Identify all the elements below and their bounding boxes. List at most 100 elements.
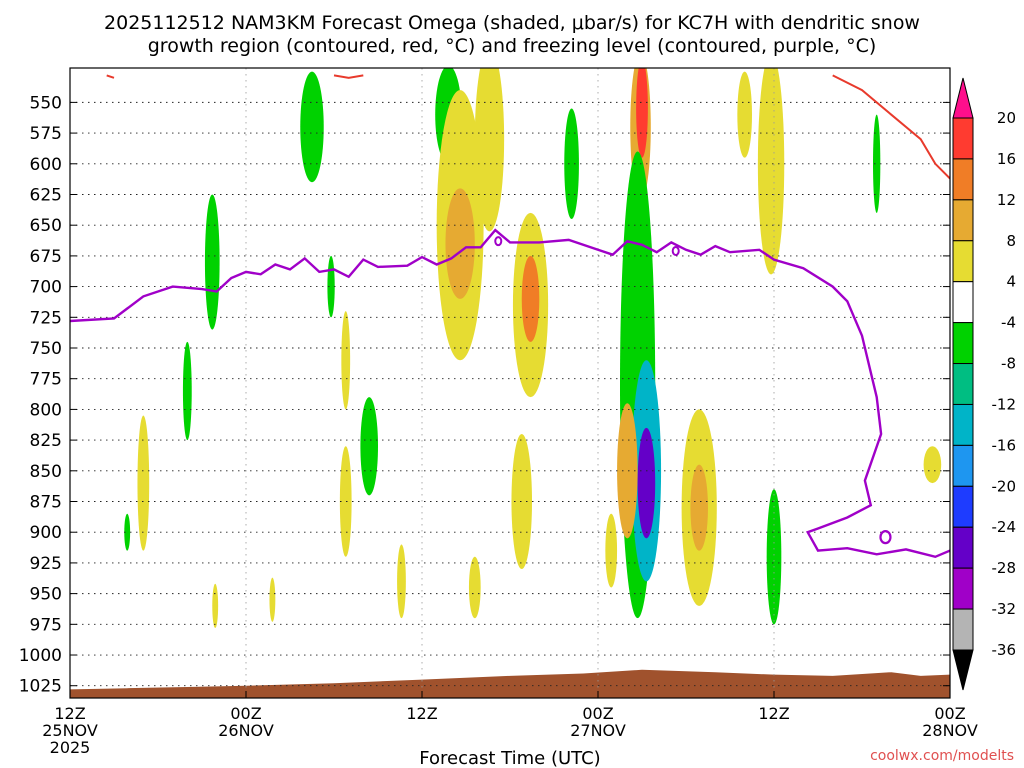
colorbar-label: -36 <box>992 641 1017 659</box>
colorbar-label: -20 <box>992 477 1017 495</box>
y-tick-label: 825 <box>30 431 62 451</box>
colorbar-box <box>952 281 974 324</box>
omega-region <box>923 446 942 484</box>
colorbar-box <box>952 485 974 528</box>
x-tick-date-label: 27NOV <box>570 721 626 740</box>
omega-region <box>269 577 276 622</box>
omega-region <box>212 583 219 628</box>
y-tick-label: 625 <box>30 185 62 205</box>
x-tick-time-label: 00Z <box>230 704 261 723</box>
omega-region <box>474 68 505 232</box>
y-tick-label: 1000 <box>19 646 62 666</box>
freezing-level-contour <box>671 245 680 256</box>
x-tick-time-label: 12Z <box>758 704 789 723</box>
y-tick-label: 750 <box>30 339 62 359</box>
x-tick-time-label: 00Z <box>582 704 613 723</box>
omega-region <box>766 489 782 625</box>
colorbar-label: 4 <box>1006 273 1016 291</box>
credit-text: coolwx.com/modelts <box>870 748 1014 764</box>
omega-region <box>360 397 379 496</box>
colorbar-label: -16 <box>992 436 1017 454</box>
colorbar-label: 12 <box>997 191 1016 209</box>
colorbar-label: -4 <box>1001 314 1016 332</box>
omega-region <box>468 556 481 619</box>
y-tick-label: 925 <box>30 554 62 574</box>
y-tick-label: 650 <box>30 216 62 236</box>
y-tick-label: 775 <box>30 370 62 390</box>
y-tick-label: 700 <box>30 278 62 298</box>
colorbar: 20 16 12 8 4 -4 -8 -12 -16 -20 -24 -28 -32 -36 <box>952 77 1017 691</box>
x-tick-time-label: 00Z <box>934 704 965 723</box>
omega-region <box>182 341 192 441</box>
x-tick-date-label: 26NOV <box>218 721 274 740</box>
omega-region <box>737 71 753 158</box>
colorbar-label: 20 <box>997 109 1016 127</box>
omega-region <box>137 415 150 551</box>
omega-region <box>204 194 220 330</box>
shading-layer <box>70 68 950 698</box>
colorbar-label: -8 <box>1001 355 1016 373</box>
colorbar-label: -28 <box>992 559 1017 577</box>
grid-layer <box>69 68 951 698</box>
colorbar-box <box>952 240 974 283</box>
colorbar-label: -12 <box>992 395 1017 413</box>
y-tick-label: 550 <box>30 93 62 113</box>
x-axis-label: Forecast Time (UTC) <box>419 748 600 768</box>
x-tick-date-label: 28NOV <box>922 721 978 740</box>
colorbar-label: 8 <box>1006 232 1016 250</box>
x-tick-time-label: 12Z <box>54 704 85 723</box>
y-tick-label: 900 <box>30 523 62 543</box>
omega-region <box>564 108 579 220</box>
colorbar-box <box>952 117 974 160</box>
colorbar-box <box>952 403 974 446</box>
colorbar-box <box>952 608 974 651</box>
chart-title-line1: 2025112512 NAM3KM Forecast Omega (shaded… <box>104 12 920 34</box>
colorbar-box <box>952 199 974 242</box>
omega-region <box>124 513 131 551</box>
omega-region <box>690 464 708 551</box>
omega-region <box>757 68 785 275</box>
omega-region <box>873 114 881 213</box>
colorbar-box <box>952 567 974 610</box>
dgz-contour <box>333 74 364 79</box>
omega-region <box>605 513 618 588</box>
omega-region <box>339 446 352 557</box>
colorbar-label: 16 <box>997 150 1016 168</box>
colorbar-bottom-arrow <box>952 649 974 691</box>
y-tick-label: 950 <box>30 585 62 605</box>
x-tick-year-label: 2025 <box>50 738 91 757</box>
colorbar-box <box>952 158 974 201</box>
y-tick-label: 1025 <box>19 677 62 697</box>
omega-region <box>341 311 351 410</box>
y-tick-label: 575 <box>30 124 62 144</box>
y-tick-label: 600 <box>30 155 62 175</box>
y-axis: 550 575 600 625 650 675 700 725 750 775 800 825 850 8… <box>19 93 950 697</box>
colorbar-label: -32 <box>992 600 1017 618</box>
freezing-level-contour <box>879 530 892 545</box>
dgz-contour <box>832 74 950 180</box>
y-tick-label: 850 <box>30 462 62 482</box>
x-tick-date-label: 25NOV <box>42 721 98 740</box>
colorbar-top-arrow <box>952 77 974 119</box>
contour-layer <box>70 74 950 559</box>
freezing-level-contour <box>70 228 950 559</box>
omega-region <box>617 403 638 539</box>
omega-region <box>511 433 532 570</box>
freezing-level-contour <box>494 236 503 247</box>
omega-region <box>637 427 656 539</box>
omega-region <box>636 68 648 158</box>
colorbar-box <box>952 444 974 487</box>
colorbar-box <box>952 322 974 365</box>
y-tick-label: 725 <box>30 308 62 328</box>
y-tick-label: 800 <box>30 400 62 420</box>
colorbar-box <box>952 526 974 569</box>
y-tick-label: 675 <box>30 247 62 267</box>
x-tick-time-label: 12Z <box>406 704 437 723</box>
omega-region <box>521 255 540 342</box>
omega-region <box>445 188 475 299</box>
colorbar-box <box>952 363 974 405</box>
dgz-contour <box>106 74 115 79</box>
colorbar-label: -24 <box>992 518 1017 536</box>
